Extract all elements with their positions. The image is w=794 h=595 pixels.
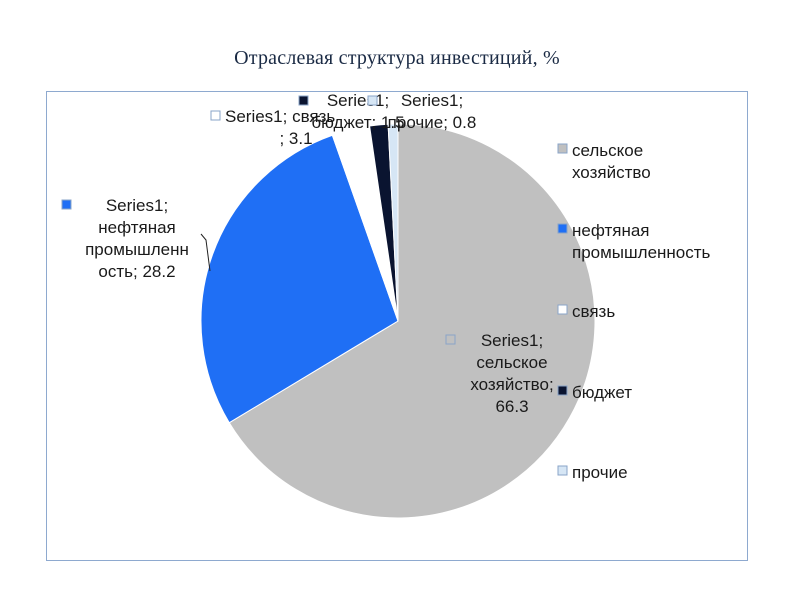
data-label-сельское-хозяйство-marker [445,334,456,345]
pie-slice-прочие [387,123,399,322]
legend-entry-сельское-хозяйство: хозяйство [572,163,651,182]
legend-swatch-связь [557,304,568,315]
data-label-нефтяная-промышленность: ость; 28.2 [98,262,175,281]
pie-slice-сельское-хозяйство [228,123,596,519]
data-label-связь: ; 3.1 [279,129,312,148]
data-label-прочие: прочие; 0.8 [388,113,477,132]
pie-slice-нефтяная-промышленность [200,134,399,424]
chart-title: Отраслевая структура инвестиций, % [234,47,560,69]
legend-swatch-прочие [557,465,568,476]
data-label-бюджет-marker [298,95,309,106]
legend-swatch-бюджет [557,385,568,396]
legend-entry-сельское-хозяйство: сельское [572,141,643,160]
data-label-сельское-хозяйство: Series1; [481,331,543,350]
data-label-связь: Series1; связь [225,107,335,126]
data-label-нефтяная-промышленность-leader [200,233,211,272]
data-label-сельское-хозяйство: сельское [476,353,547,372]
data-label-бюджет: Series1; [327,91,389,110]
data-label-сельское-хозяйство: хозяйство; [470,375,553,394]
data-label-нефтяная-промышленность: Series1; [106,196,168,215]
data-label-бюджет: бюджет; 1.5 [311,113,404,132]
legend-swatch-нефтяная-промышленность [557,223,568,234]
legend-entry-связь: связь [572,302,615,321]
legend-entry-прочие: прочие [572,463,628,482]
data-label-нефтяная-промышленность: нефтяная [98,218,176,237]
plot-area-frame [46,91,748,561]
data-label-сельское-хозяйство: 66.3 [495,397,528,416]
legend-entry-нефтяная-промышленность: промышленность [572,243,711,262]
legend-swatch-сельское-хозяйство [557,143,568,154]
data-label-связь-marker [210,110,221,121]
data-label-нефтяная-промышленность: промышленн [85,240,189,259]
data-label-прочие-marker [367,95,378,106]
legend-entry-бюджет: бюджет [572,383,632,402]
legend-entry-нефтяная-промышленность: нефтяная [572,221,650,240]
data-label-прочие: Series1; [401,91,463,110]
data-label-нефтяная-промышленность-marker [61,199,72,210]
